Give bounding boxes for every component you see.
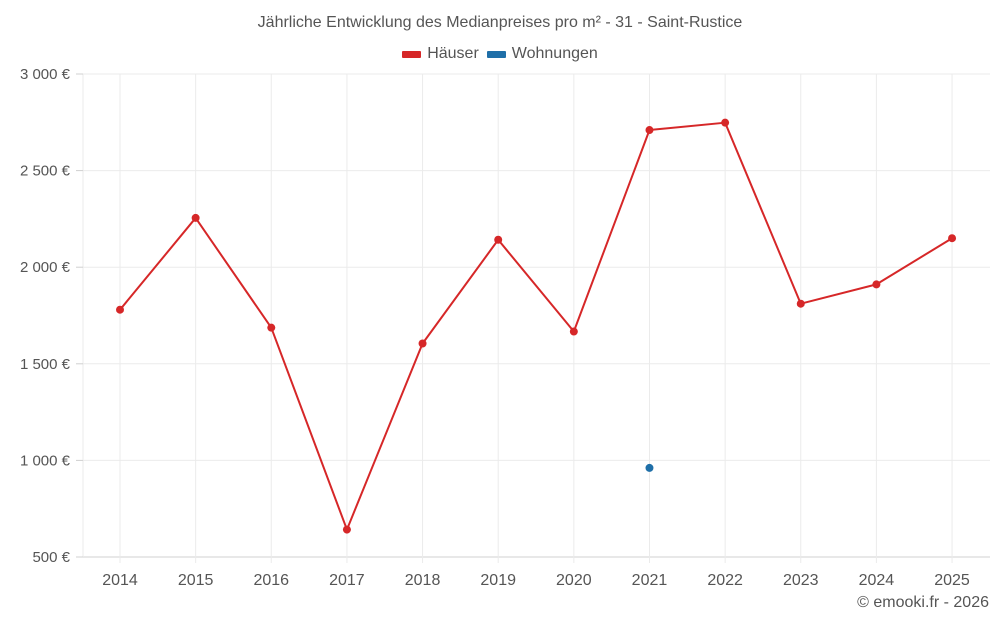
data-point[interactable] — [191, 213, 200, 222]
x-tick-label: 2015 — [178, 572, 214, 589]
x-tick-label: 2017 — [329, 572, 365, 589]
data-point[interactable] — [721, 118, 730, 127]
chart-legend: Häuser Wohnungen — [0, 45, 1000, 63]
copyright-credit: © emooki.fr - 2026 — [857, 594, 989, 611]
x-tick-label: 2020 — [556, 572, 592, 589]
legend-label-wohnungen: Wohnungen — [511, 45, 598, 62]
data-point[interactable] — [872, 280, 881, 289]
x-tick-label: 2025 — [934, 572, 970, 589]
legend-item-wohnungen[interactable]: Wohnungen — [486, 45, 598, 63]
data-point[interactable] — [116, 305, 124, 314]
x-tick-label: 2024 — [859, 572, 895, 589]
series-line — [119, 121, 953, 531]
y-tick-label: 2 000 € — [20, 259, 71, 276]
data-point[interactable] — [645, 463, 654, 472]
data-point[interactable] — [494, 235, 503, 244]
x-tick-label: 2014 — [102, 572, 138, 589]
legend-swatch-haeuser — [402, 50, 422, 58]
data-point[interactable] — [569, 327, 578, 336]
y-tick-label: 2 500 € — [20, 163, 71, 180]
x-tick-label: 2016 — [253, 572, 289, 589]
gridlines — [82, 73, 990, 563]
data-point[interactable] — [645, 126, 654, 135]
legend-label-haeuser: Häuser — [427, 45, 479, 62]
x-tick-label: 2018 — [405, 572, 441, 589]
x-tick-label: 2019 — [480, 572, 516, 589]
data-point[interactable] — [796, 299, 805, 308]
axes: 500 € 1 000 € 1 500 € 2 000 € 2 500 € 3 000 €… — [20, 66, 970, 589]
data-series — [116, 118, 957, 534]
legend-item-haeuser[interactable]: Häuser — [402, 45, 479, 63]
x-tick-label: 2022 — [707, 572, 743, 589]
legend-swatch-wohnungen — [486, 50, 506, 58]
data-point[interactable] — [342, 525, 351, 534]
data-point[interactable] — [418, 339, 427, 348]
chart-title: Jährliche Entwicklung des Medianpreises … — [257, 14, 743, 31]
x-tick-label: 2023 — [783, 572, 819, 589]
y-tick-label: 3 000 € — [20, 66, 71, 83]
y-tick-label: 1 500 € — [20, 356, 71, 373]
x-tick-label: 2021 — [632, 572, 668, 589]
data-point[interactable] — [948, 234, 957, 243]
data-point[interactable] — [267, 323, 276, 332]
y-tick-label: 1 000 € — [20, 452, 71, 469]
y-tick-label: 500 € — [32, 549, 70, 566]
